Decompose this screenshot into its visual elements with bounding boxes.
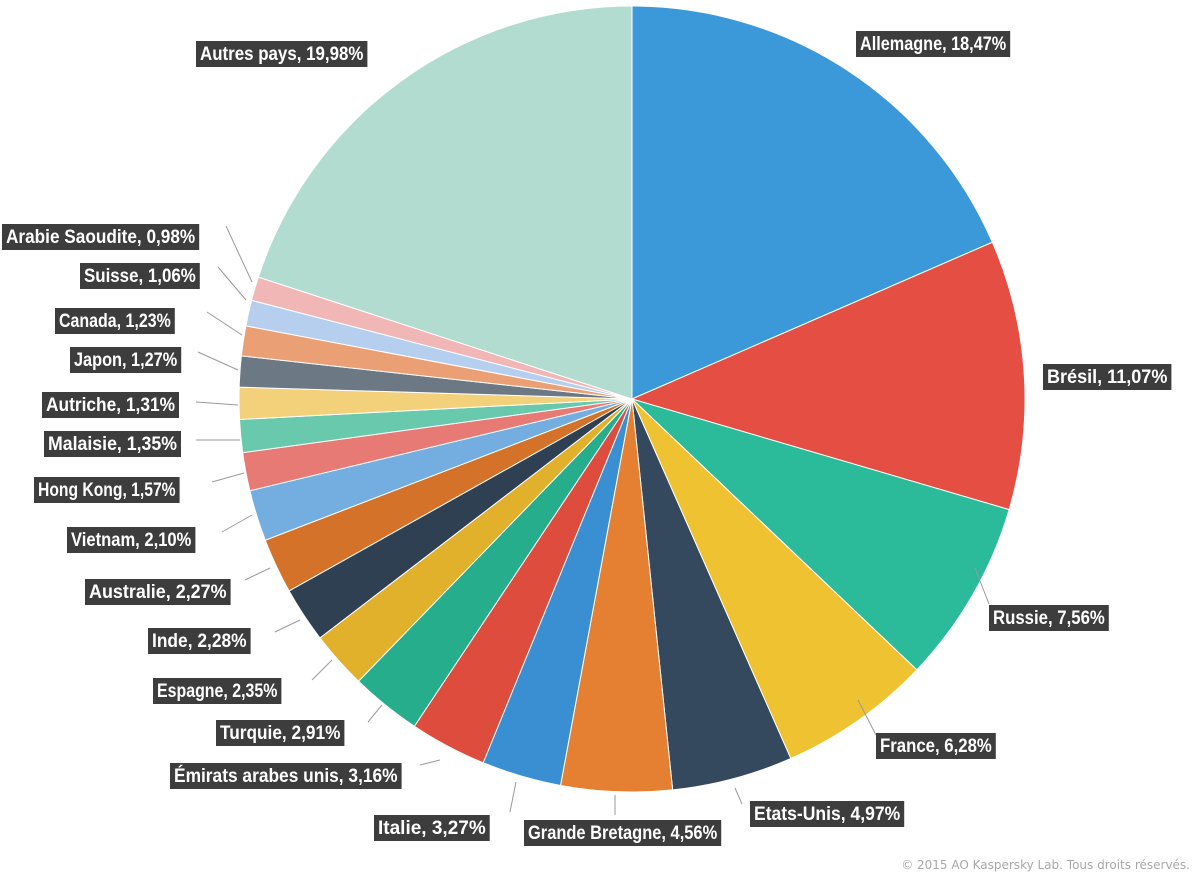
data-label-box xyxy=(216,720,345,746)
data-label-box xyxy=(989,605,1109,631)
leader-line xyxy=(734,787,743,805)
data-label-box xyxy=(80,263,200,289)
leader-line xyxy=(206,311,243,336)
data-label: Grande Bretagne, 4,56% xyxy=(524,820,722,846)
data-label-text: Etats-Unis, 4,97% xyxy=(754,804,900,825)
pie-slice-russie xyxy=(631,398,1010,671)
data-label-box xyxy=(524,820,722,846)
data-label: Allemagne, 18,47% xyxy=(856,31,1011,57)
data-label: Canada, 1,23% xyxy=(55,308,175,334)
pie-slice-allemagne xyxy=(631,5,994,400)
data-label: Autriche, 1,31% xyxy=(42,392,179,418)
pie-slice-autres-pays xyxy=(257,5,633,400)
data-label-text: Allemagne, 18,47% xyxy=(860,34,1006,55)
leader-line xyxy=(195,401,239,406)
data-label-box xyxy=(67,527,196,553)
data-label-box xyxy=(170,763,402,789)
data-label-text: Vietnam, 2,10% xyxy=(71,530,191,551)
data-label-text: Émirats arabes unis, 3,16% xyxy=(174,765,398,787)
data-label-text: Autriche, 1,31% xyxy=(46,395,175,416)
data-label: Russie, 7,56% xyxy=(989,605,1109,631)
data-label-text: Grande Bretagne, 4,56% xyxy=(528,823,717,844)
data-label-box xyxy=(876,733,996,759)
data-label-text: Suisse, 1,06% xyxy=(84,266,196,287)
data-label-text: France, 6,28% xyxy=(880,736,992,757)
data-label-box xyxy=(856,31,1011,57)
pie-slice-br-sil xyxy=(630,241,1026,511)
data-label-box xyxy=(196,41,368,67)
data-label: Turquie, 2,91% xyxy=(216,720,345,746)
data-label: Brésil, 11,07% xyxy=(1043,364,1172,390)
data-label: Espagne, 2,35% xyxy=(153,678,282,704)
data-label-text: Espagne, 2,35% xyxy=(157,681,277,702)
data-label-box xyxy=(1043,364,1172,390)
data-label-box xyxy=(85,579,231,605)
leader-line xyxy=(225,225,253,283)
leader-line xyxy=(857,699,877,736)
data-label: Malaisie, 1,35% xyxy=(44,431,181,457)
data-label: Australie, 2,27% xyxy=(85,579,231,605)
leader-line xyxy=(211,472,245,483)
data-label-text: Japon, 1,27% xyxy=(74,350,177,371)
data-label: Arabie Saoudite, 0,98% xyxy=(2,224,200,250)
data-label-box xyxy=(42,392,179,418)
leader-line xyxy=(311,659,333,681)
data-label: Vietnam, 2,10% xyxy=(67,527,196,553)
data-label-text: Brésil, 11,07% xyxy=(1047,367,1167,388)
leader-line xyxy=(974,567,990,605)
data-label-box xyxy=(374,815,490,841)
data-label: France, 6,28% xyxy=(876,733,996,759)
data-label-box xyxy=(750,801,905,827)
leader-line xyxy=(367,704,383,723)
data-label-text: Hong Kong, 1,57% xyxy=(38,480,176,501)
leader-line xyxy=(221,514,253,533)
data-label-text: Canada, 1,23% xyxy=(59,311,171,332)
leader-line xyxy=(419,759,441,766)
data-label: Suisse, 1,06% xyxy=(80,263,200,289)
leader-line xyxy=(509,781,517,813)
data-label: Hong Kong, 1,57% xyxy=(34,477,180,503)
data-label: Etats-Unis, 4,97% xyxy=(750,801,905,827)
data-label-text: Russie, 7,56% xyxy=(993,608,1105,629)
data-label-box xyxy=(34,477,180,503)
data-label-text: Malaisie, 1,35% xyxy=(48,434,177,455)
leader-line xyxy=(244,567,271,581)
data-label: Italie, 3,27% xyxy=(374,815,490,841)
leader-line xyxy=(197,351,239,371)
data-label: Japon, 1,27% xyxy=(70,347,182,373)
leader-line xyxy=(217,266,247,301)
leader-line xyxy=(274,619,301,633)
data-label: Autres pays, 19,98% xyxy=(196,41,368,67)
data-label-box xyxy=(153,678,282,704)
data-label-text: Australie, 2,27% xyxy=(89,582,227,603)
pie-slice-france xyxy=(631,398,918,760)
data-label-box xyxy=(70,347,182,373)
data-label-text: Arabie Saoudite, 0,98% xyxy=(6,227,195,248)
data-label-box xyxy=(148,628,251,654)
data-label-text: Inde, 2,28% xyxy=(152,631,247,652)
data-label-box xyxy=(55,308,175,334)
data-label-text: Turquie, 2,91% xyxy=(220,723,340,744)
data-label: Inde, 2,28% xyxy=(148,628,251,654)
data-label: Émirats arabes unis, 3,16% xyxy=(170,763,402,789)
data-label-box xyxy=(2,224,200,250)
data-label-box xyxy=(44,431,181,457)
data-label-text: Italie, 3,27% xyxy=(378,818,486,839)
data-label-text: Autres pays, 19,98% xyxy=(200,44,363,65)
copyright-notice: © 2015 AO Kaspersky Lab. Tous droits rés… xyxy=(901,858,1190,872)
